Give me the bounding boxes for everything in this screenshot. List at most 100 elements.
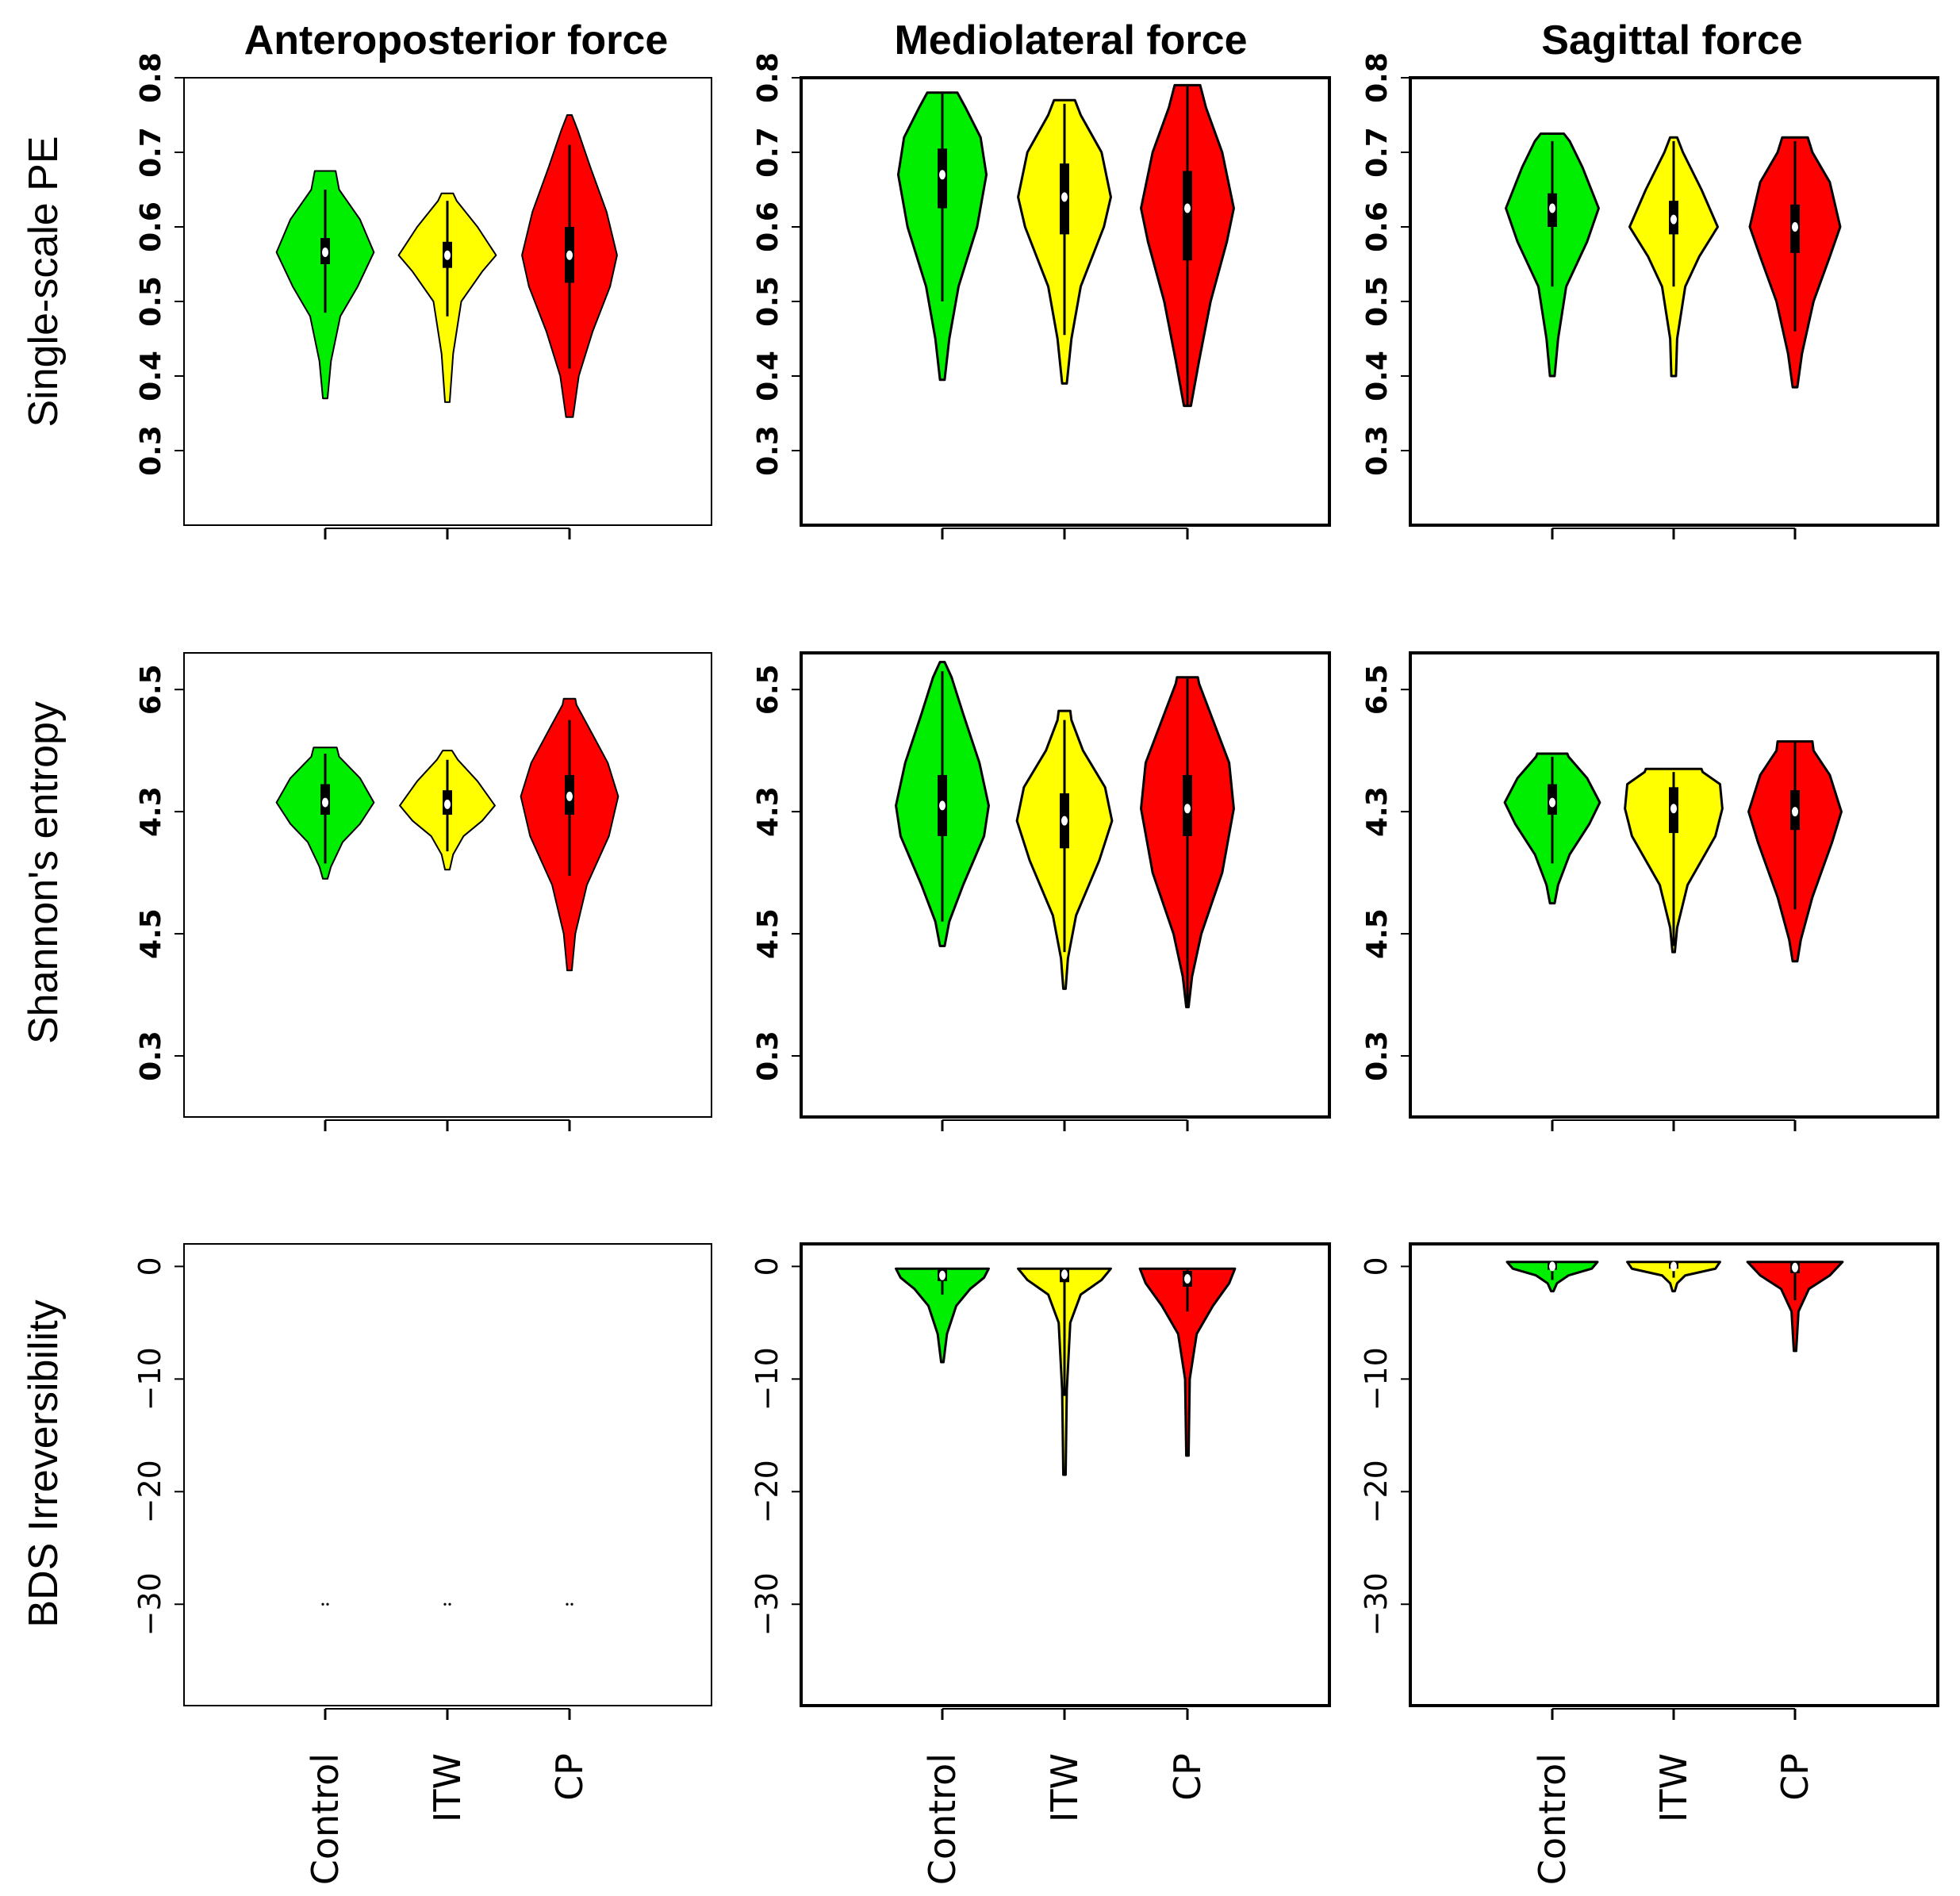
violin-control: [275, 170, 375, 400]
median-dot: [1792, 1262, 1798, 1272]
violin-cp: [566, 1602, 573, 1606]
violin-itw: [1017, 98, 1112, 385]
violin-itw: [1624, 767, 1724, 954]
y-tick-label: 0.3: [135, 425, 167, 476]
y-tick-label: 0.7: [135, 127, 167, 178]
y-tick-label: 0.4: [752, 351, 784, 401]
median-dot: [322, 797, 328, 808]
violin-itw: [1626, 1261, 1721, 1293]
panel-r2-c0: 0 −10 −20 −30: [132, 1243, 712, 1720]
plot-frame: [183, 1243, 712, 1706]
violin-cp: [1138, 1267, 1237, 1457]
category-label-control: Control: [304, 1753, 347, 1885]
violin-control: [896, 91, 988, 382]
median-dot: [1184, 203, 1191, 213]
y-tick-label: 0.3: [1361, 1031, 1394, 1081]
column-title-sagittal: Sagittal force: [1541, 17, 1802, 63]
violin-itw: [399, 750, 496, 871]
y-tick-label: −30: [750, 1572, 784, 1636]
violin-itw: [397, 192, 497, 403]
y-tick-label: 0.6: [752, 201, 784, 252]
panel-r2-c1: 0 −10 −20 −30: [750, 1242, 1331, 1720]
row-label-shannons-entropy: Shannon's entropy: [21, 701, 67, 1044]
category-label-cp: CP: [1774, 1753, 1816, 1801]
y-tick-label: 0: [132, 1257, 167, 1276]
y-tick-label: −20: [750, 1460, 784, 1523]
panel-r0-c0: 0.3 0.4 0.5 0.6 0.7 0.8: [135, 52, 712, 539]
median-dot: [322, 247, 328, 257]
panel-r0-c1: 0.3 0.4 0.5 0.6 0.7 0.8: [752, 52, 1331, 539]
y-tick-label: 0.8: [1361, 52, 1394, 103]
point-marker: [570, 1602, 573, 1606]
median-dot: [1184, 804, 1191, 814]
median-dot: [1792, 222, 1798, 232]
median-dot: [444, 250, 451, 260]
median-dot: [1549, 797, 1555, 808]
row-label-bds-irreversibility: BDS Irreversibility: [21, 1299, 67, 1627]
panel-r0-c2: 0.3 0.4 0.5 0.6 0.7 0.8: [1361, 52, 1939, 539]
panel-r1-c0: 0.3 4.5 4.3 6.5: [135, 652, 712, 1131]
plot-frame: [800, 651, 1331, 1119]
panel-r1-c2: 0.3 4.5 4.3 6.5: [1361, 651, 1939, 1131]
y-tick-label: 0.8: [135, 52, 167, 103]
category-label-itw: ITW: [426, 1753, 469, 1822]
point-marker: [443, 1602, 447, 1606]
median-dot: [1061, 1269, 1068, 1280]
y-tick-label: 4.5: [752, 908, 784, 959]
median-dot: [566, 250, 573, 260]
median-dot: [1061, 192, 1068, 202]
y-tick-label: 4.3: [1361, 786, 1394, 837]
violin-body: [1138, 1267, 1237, 1457]
category-label-control: Control: [1531, 1753, 1574, 1885]
panel-r2-c2: 0 −10 −20 −30: [1359, 1242, 1939, 1720]
median-dot: [1061, 816, 1068, 826]
y-tick-label: 0: [750, 1257, 784, 1276]
iqr-box: [1183, 171, 1192, 261]
y-tick-label: 0.5: [752, 276, 784, 327]
y-tick-label: 0.7: [752, 127, 784, 178]
y-tick-label: −30: [132, 1572, 167, 1636]
median-dot: [939, 1270, 945, 1280]
category-label-cp: CP: [1166, 1753, 1209, 1801]
column-title-anteroposterior: Anteroposterior force: [244, 17, 669, 63]
violin-cp: [1748, 136, 1842, 389]
y-tick-label: 6.5: [135, 664, 167, 715]
y-tick-label: −10: [132, 1347, 167, 1410]
panels: 0.30.40.50.60.70.80.30.40.50.60.70.80.30…: [132, 52, 1939, 1720]
y-tick-label: 0.4: [135, 351, 167, 401]
row-label-single-scale-pe: Single-scale PE: [21, 136, 67, 427]
category-label-itw: ITW: [1652, 1753, 1695, 1822]
median-dot: [444, 799, 451, 809]
violin-cp: [520, 697, 619, 972]
y-tick-label: 0.3: [1361, 425, 1394, 476]
violin-body: [895, 1267, 990, 1364]
violin-itw: [1017, 1267, 1112, 1476]
y-tick-label: 4.3: [135, 786, 167, 837]
column-titles: Anteroposterior force Mediolateral force…: [244, 17, 1803, 63]
violin-control: [1505, 132, 1600, 378]
y-tick-label: −20: [1359, 1460, 1394, 1523]
y-tick-label: −20: [132, 1460, 167, 1523]
median-dot: [1670, 214, 1677, 225]
column-title-mediolateral: Mediolateral force: [894, 17, 1247, 63]
y-tick-label: −10: [1359, 1347, 1394, 1410]
y-tick-label: 4.5: [135, 908, 167, 959]
plot-frame: [1409, 651, 1939, 1119]
y-tick-label: 6.5: [1361, 664, 1394, 715]
y-tick-label: 0.5: [135, 276, 167, 327]
violin-itw: [1628, 136, 1720, 378]
point-marker: [566, 1602, 569, 1606]
violin-itw: [1015, 709, 1114, 990]
median-dot: [1549, 203, 1555, 213]
y-tick-label: 0.3: [135, 1031, 167, 1081]
median-dot: [1670, 804, 1677, 814]
violin-cp: [1140, 83, 1235, 408]
point-marker: [326, 1602, 329, 1606]
y-tick-label: 6.5: [752, 664, 784, 715]
y-tick-label: 0.6: [135, 201, 167, 252]
violin-control: [895, 661, 990, 947]
median-dot: [939, 800, 945, 811]
row-labels: Single-scale PE Shannon's entropy BDS Ir…: [21, 136, 67, 1627]
y-tick-label: 0.5: [1361, 276, 1394, 327]
